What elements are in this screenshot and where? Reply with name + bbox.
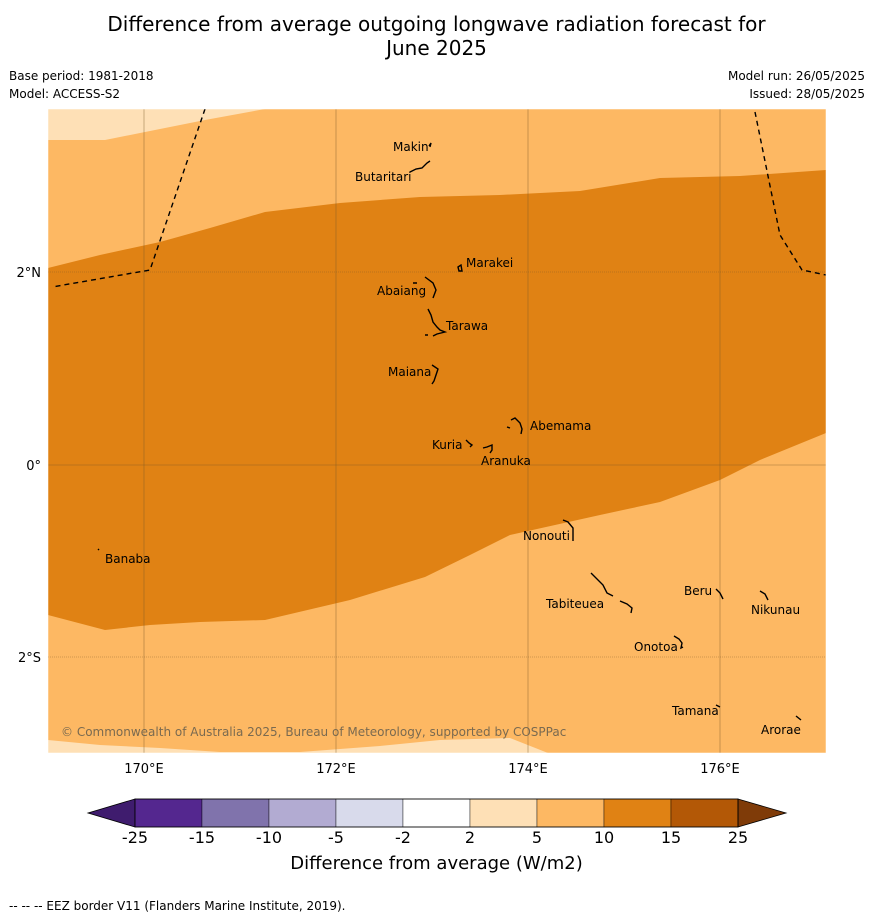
colorbar xyxy=(86,798,788,828)
lon-tick-174: 174°E xyxy=(508,762,548,777)
island-label-marakei: Marakei xyxy=(466,256,513,270)
island-abaiang xyxy=(413,276,437,299)
lon-tick-172: 172°E xyxy=(316,762,356,777)
island-tabiteuea xyxy=(590,572,633,614)
island-label-makin: Makin xyxy=(393,140,429,154)
map-title: Difference from average outgoing longwav… xyxy=(0,12,873,60)
island-tamana xyxy=(715,704,721,708)
island-label-beru: Beru xyxy=(684,584,712,598)
eez-footnote: -- -- -- EEZ border V11 (Flanders Marine… xyxy=(9,899,346,913)
lat-tick-0: 0° xyxy=(26,459,41,474)
island-label-arorae: Arorae xyxy=(761,723,801,737)
colorbar-segment xyxy=(469,798,538,828)
colorbar-segment xyxy=(536,798,605,828)
colorbar-title: Difference from average (W/m2) xyxy=(290,853,583,874)
island-makin xyxy=(428,142,432,148)
map-area: Makin Butaritari Marakei Abaiang Tarawa … xyxy=(48,109,826,753)
map-frame xyxy=(47,108,827,754)
colorbar-tick-label: 5 xyxy=(531,828,543,847)
island-label-tabiteuea: Tabiteuea xyxy=(545,597,604,611)
island-label-kuria: Kuria xyxy=(432,438,463,452)
island-butaritari xyxy=(409,160,431,173)
lat-tick-2n: 2°N xyxy=(17,266,42,281)
base-period: Base period: 1981-2018 xyxy=(9,69,154,83)
axis-labels: 170°E 172°E 174°E 176°E 2°N 0° 2°S xyxy=(17,266,740,777)
colorbar-arrow-high xyxy=(737,798,788,828)
anomaly-patch-bottom-2-5 xyxy=(48,738,548,753)
title-line-1: Difference from average outgoing longwav… xyxy=(107,12,766,36)
lon-tick-170: 170°E xyxy=(124,762,164,777)
colorbar-segment xyxy=(603,798,672,828)
title-line-2: June 2025 xyxy=(386,36,487,60)
island-label-abemama: Abemama xyxy=(530,419,591,433)
island-maiana xyxy=(431,364,439,385)
eez-border-west xyxy=(51,109,206,288)
colorbar-tick-label: -10 xyxy=(255,828,283,847)
island-label-maiana: Maiana xyxy=(388,365,431,379)
island-label-tarawa: Tarawa xyxy=(445,319,488,333)
island-outlines xyxy=(97,142,802,721)
colorbar-tick-label: -15 xyxy=(188,828,216,847)
meta-right: Model run: 26/05/2025 Issued: 28/05/2025 xyxy=(728,67,865,103)
model-run: Model run: 26/05/2025 xyxy=(727,69,865,83)
island-arorae xyxy=(795,715,802,721)
island-label-nikunau: Nikunau xyxy=(751,603,800,617)
island-label-onotoa: Onotoa xyxy=(634,640,678,654)
colorbar-segment xyxy=(335,798,404,828)
colorbar-frame xyxy=(134,798,739,828)
island-abemama xyxy=(506,417,523,435)
island-kuria xyxy=(465,439,474,448)
meta-left: Base period: 1981-2018 Model: ACCESS-S2 xyxy=(9,67,154,103)
island-banaba xyxy=(97,548,100,551)
island-label-aranuka: Aranuka xyxy=(481,454,531,468)
colorbar-tick-label: -25 xyxy=(121,828,149,847)
lon-tick-176: 176°E xyxy=(700,762,740,777)
colorbar-segment xyxy=(134,798,203,828)
colorbar-tick-label: 10 xyxy=(593,828,615,847)
island-marakei xyxy=(457,263,463,272)
island-nikunau xyxy=(759,590,769,601)
graticule xyxy=(48,109,826,753)
copyright-notice: © Commonwealth of Australia 2025, Bureau… xyxy=(61,725,566,739)
island-beru xyxy=(715,588,724,600)
island-aranuka xyxy=(482,443,493,454)
colorbar-tick-label: 25 xyxy=(727,828,749,847)
island-label-nonouti: Nonouti xyxy=(523,529,570,543)
colorbar-segment xyxy=(670,798,739,828)
island-labels: Makin Butaritari Marakei Abaiang Tarawa … xyxy=(105,140,801,737)
colorbar-tick-label: -2 xyxy=(395,828,411,847)
island-nonouti xyxy=(562,519,574,541)
colorbar-segment xyxy=(402,798,471,828)
island-label-tamana: Tamana xyxy=(671,704,719,718)
colorbar-tick-label: 2 xyxy=(464,828,476,847)
colorbar-tick-label: -5 xyxy=(328,828,344,847)
island-label-butaritari: Butaritari xyxy=(355,170,412,184)
anomaly-band-10-15 xyxy=(48,170,826,630)
colorbar-arrow-low xyxy=(86,798,136,828)
eez-border-east xyxy=(754,111,826,276)
eez-border xyxy=(51,109,826,288)
island-label-banaba: Banaba xyxy=(105,552,151,566)
island-tarawa xyxy=(425,308,448,337)
colorbar-segment xyxy=(201,798,270,828)
colorbar-tick-label: 15 xyxy=(660,828,682,847)
model-name: Model: ACCESS-S2 xyxy=(9,87,121,101)
anomaly-patch-top-2-5 xyxy=(48,109,265,140)
island-label-abaiang: Abaiang xyxy=(377,284,426,298)
colorbar-segment xyxy=(268,798,337,828)
lat-tick-2s: 2°S xyxy=(18,651,41,666)
island-onotoa xyxy=(673,635,684,650)
issued-date: Issued: 28/05/2025 xyxy=(749,87,865,101)
